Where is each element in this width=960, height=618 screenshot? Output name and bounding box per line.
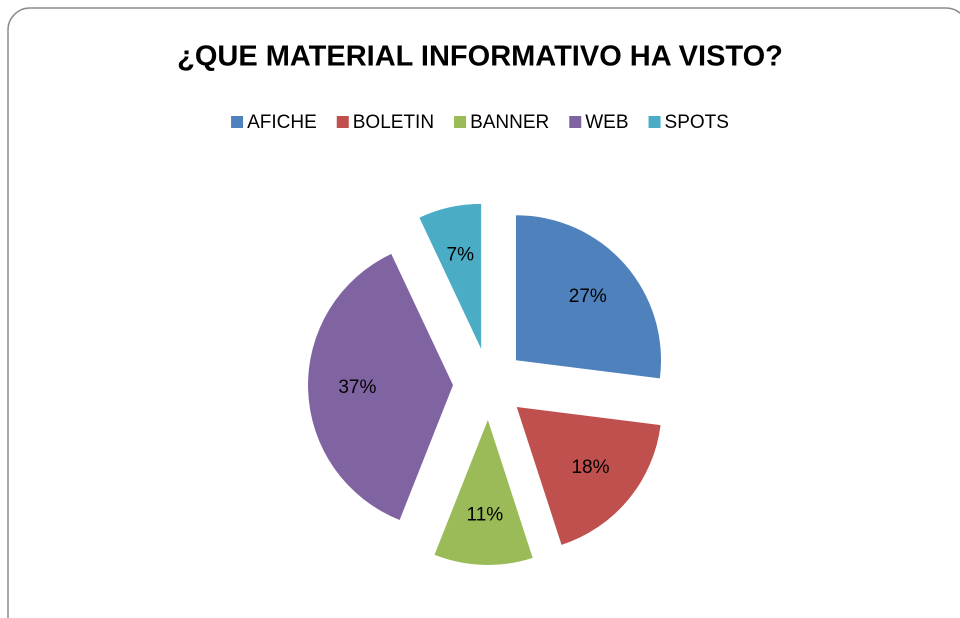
pie-slice (419, 203, 482, 349)
legend-label: BOLETIN (353, 112, 434, 133)
legend-swatch (648, 116, 661, 128)
legend-swatch (569, 116, 582, 128)
legend-swatch (454, 116, 467, 128)
legend-label: SPOTS (665, 112, 729, 133)
pie-slice (516, 215, 662, 379)
data-label: 7% (447, 244, 475, 265)
legend-swatch (336, 116, 349, 128)
chart-title: ¿QUE MATERIAL INFORMATIVO HA VISTO? (177, 41, 783, 73)
legend-swatch (231, 116, 244, 128)
pie-slice (434, 419, 533, 565)
pie-slice (308, 253, 454, 520)
chart-frame (7, 7, 960, 618)
data-label: 37% (338, 377, 376, 398)
pie-slice (516, 406, 661, 545)
data-label: 27% (569, 286, 607, 307)
legend-label: AFICHE (247, 112, 317, 133)
data-label: 11% (467, 505, 504, 526)
legend-label: WEB (585, 112, 628, 133)
legend: AFICHE BOLETIN BANNER WEB SPOTS (231, 112, 729, 133)
data-label: 18% (571, 457, 609, 478)
legend-label: BANNER (470, 112, 549, 133)
